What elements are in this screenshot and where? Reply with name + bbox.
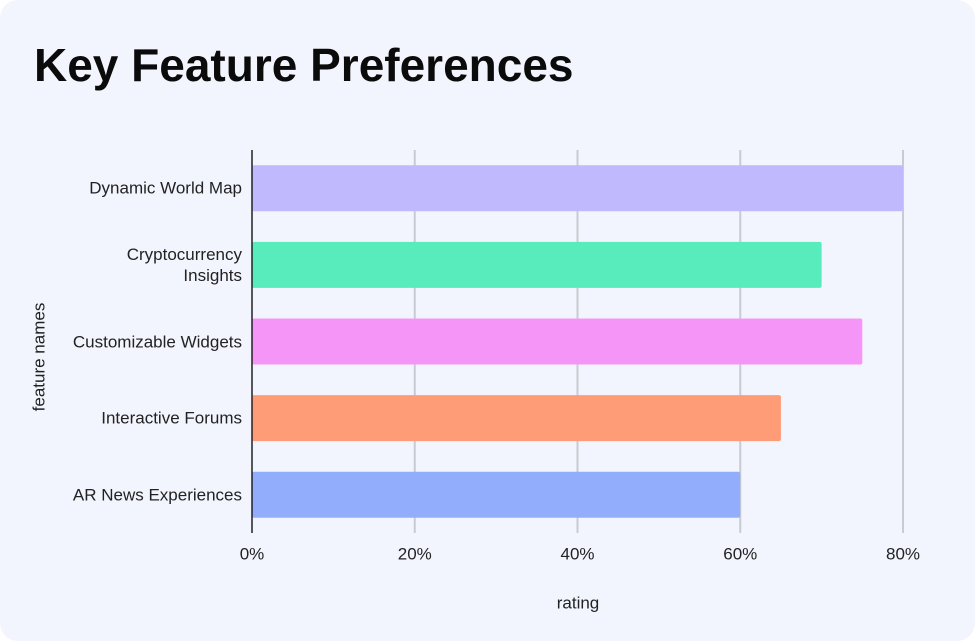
y-tick-label: Interactive Forums	[101, 408, 242, 428]
bar	[252, 318, 863, 365]
x-axis-label: rating	[557, 593, 600, 612]
x-tick-label: 0%	[240, 544, 265, 563]
chart-title: Key Feature Preferences	[34, 39, 574, 91]
x-tick-label: 40%	[560, 544, 594, 563]
y-tick-label: AR News Experiences	[72, 485, 242, 505]
y-tick-label: Dynamic World Map	[89, 178, 242, 198]
bar	[252, 471, 741, 518]
x-tick-label: 80%	[886, 544, 920, 563]
x-tick-label: 60%	[723, 544, 757, 563]
y-tick-label: Customizable Widgets	[72, 332, 242, 351]
bar	[252, 395, 781, 442]
x-tick-label: 20%	[398, 544, 432, 563]
bar	[252, 241, 822, 288]
y-tick-label: Cryptocurrency Insights	[126, 244, 242, 285]
bar	[252, 165, 903, 212]
y-axis-label: feature names	[29, 303, 48, 412]
